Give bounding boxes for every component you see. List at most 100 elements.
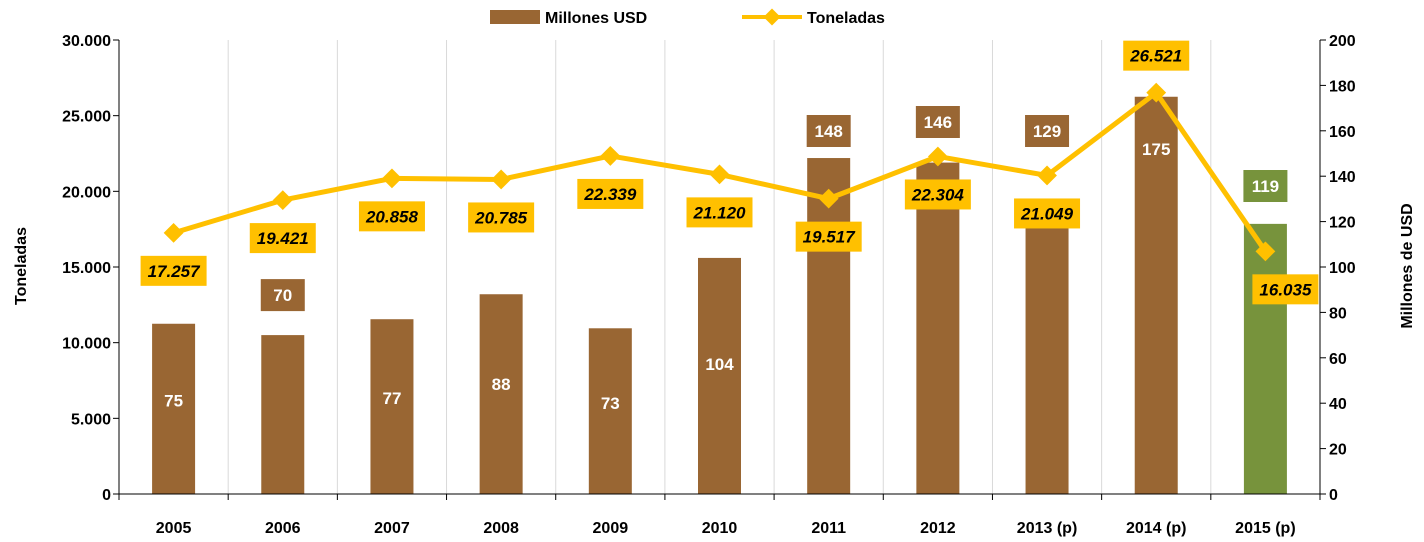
x-tick-label: 2014 (p)	[1126, 520, 1186, 537]
axes: 2005 2006 2007 2008 2009 2010 2011 2012 2013 (p)…	[62, 33, 1356, 537]
bar-value-label: 175	[1142, 140, 1170, 159]
x-tick-label: 2007	[374, 520, 410, 537]
y-right-tick-label: 120	[1329, 215, 1356, 232]
bar-2013-p	[1025, 201, 1069, 495]
x-tick-label: 2013 (p)	[1017, 520, 1077, 537]
y-axis-right-title: Millones de USD	[1399, 203, 1416, 328]
y-left-tick-label: 15.000	[62, 260, 111, 277]
line-value-label: 21.049	[1020, 204, 1074, 223]
line-label-box	[249, 223, 316, 254]
legend-bar-label: Millones USD	[545, 10, 647, 27]
y-right-tick-label: 20	[1329, 442, 1347, 459]
line-label-box	[904, 179, 971, 210]
x-tick-label: 2015 (p)	[1235, 520, 1295, 537]
legend-line-marker	[763, 8, 781, 26]
x-tick-label: 2010	[702, 520, 738, 537]
legend: Millones USD Toneladas	[490, 8, 885, 27]
bar-2014-p	[1134, 96, 1178, 494]
bar-value-label: 88	[492, 375, 511, 394]
y-right-tick-label: 60	[1329, 351, 1347, 368]
bar-2008	[479, 294, 523, 494]
line-marker	[1037, 165, 1057, 186]
line-value-label: 16.035	[1259, 280, 1312, 299]
bar-value-label: 73	[601, 394, 620, 413]
line-label-box	[1252, 274, 1319, 305]
bar-2005	[152, 323, 196, 494]
y-left-tick-label: 20.000	[62, 184, 111, 201]
line-label-box	[686, 197, 753, 228]
line-value-label: 22.339	[583, 185, 637, 204]
y-left-tick-label: 30.000	[62, 33, 111, 50]
x-tick-label: 2012	[920, 520, 956, 537]
y-right-tick-label: 160	[1329, 124, 1356, 141]
line-value-label: 20.785	[474, 208, 528, 227]
bar-label-box	[806, 115, 851, 147]
x-tick-label: 2005	[156, 520, 192, 537]
y-right-tick-label: 180	[1329, 78, 1356, 95]
line-label-box	[1014, 198, 1081, 229]
line-marker	[1255, 241, 1276, 262]
line-label-box	[358, 201, 425, 232]
line-value-label: 22.304	[911, 185, 965, 204]
line-marker	[600, 146, 621, 166]
line-series	[163, 82, 1276, 262]
y-left-tick-label: 0	[102, 487, 111, 504]
line-value-label: 19.421	[257, 229, 309, 248]
line-labels: 17.257 19.421 20.858 20.785 22.339 21.120 19.5…	[140, 40, 1319, 305]
y-right-tick-label: 40	[1329, 396, 1347, 413]
legend-bar-swatch	[490, 10, 540, 24]
bar-label-box	[915, 106, 960, 138]
y-right-tick-label: 200	[1329, 33, 1356, 50]
y-right-tick-label: 100	[1329, 260, 1356, 277]
line-marker	[382, 168, 402, 189]
y-left-tick-label: 10.000	[62, 336, 111, 353]
bar-2010	[698, 257, 741, 494]
bar-labels: 75 70 77 88 73 104 148 146 129 175 119	[164, 106, 1288, 413]
line-label-box	[577, 178, 644, 209]
bar-label-box	[1025, 115, 1070, 147]
bar-value-label: 129	[1033, 122, 1061, 141]
bar-2006	[261, 335, 305, 494]
bar-label-box	[1243, 170, 1288, 202]
bar-2009	[588, 328, 632, 494]
bar-2007	[370, 319, 414, 494]
y-left-tick-label: 5.000	[71, 411, 111, 428]
y-right-tick-label: 80	[1329, 305, 1347, 322]
line-value-label: 17.257	[148, 262, 202, 281]
bar-value-label: 148	[814, 122, 842, 141]
line-label-box	[795, 221, 862, 252]
bar-value-label: 70	[273, 286, 292, 305]
line-label-box	[468, 202, 535, 233]
bar-value-label: 104	[705, 355, 734, 374]
y-axis-left-title: Toneladas	[13, 227, 30, 305]
bar-value-label: 146	[924, 113, 952, 132]
line-marker	[709, 164, 730, 185]
y-left-tick-label: 25.000	[62, 109, 111, 126]
grid-lines	[227, 40, 1212, 494]
y-right-tick-label: 140	[1329, 169, 1356, 186]
line-value-label: 20.858	[365, 207, 419, 226]
bar-value-label: 75	[164, 391, 183, 410]
line-label-box	[140, 255, 207, 286]
legend-line-label: Toneladas	[807, 10, 885, 27]
bar-2012	[916, 162, 960, 494]
y-right-tick-label: 0	[1329, 487, 1338, 504]
bar-value-label: 77	[382, 389, 401, 408]
line-value-label: 21.120	[693, 203, 747, 222]
bar-2015-p	[1243, 223, 1287, 494]
x-tick-label: 2008	[483, 520, 519, 537]
x-tick-label: 2006	[265, 520, 301, 537]
line-label-box	[1123, 40, 1190, 71]
line-value-label: 26.521	[1129, 47, 1182, 66]
line-marker	[491, 169, 512, 190]
x-tick-label: 2009	[593, 520, 629, 537]
x-tick-label: 2011	[811, 520, 846, 537]
bar-value-label: 119	[1252, 177, 1279, 196]
bar-series	[152, 96, 1287, 495]
line-marker	[272, 190, 293, 210]
bar-2011	[807, 158, 851, 495]
line-value-label: 19.517	[803, 228, 857, 247]
bar-label-box	[260, 279, 305, 312]
line-marker	[163, 222, 184, 243]
